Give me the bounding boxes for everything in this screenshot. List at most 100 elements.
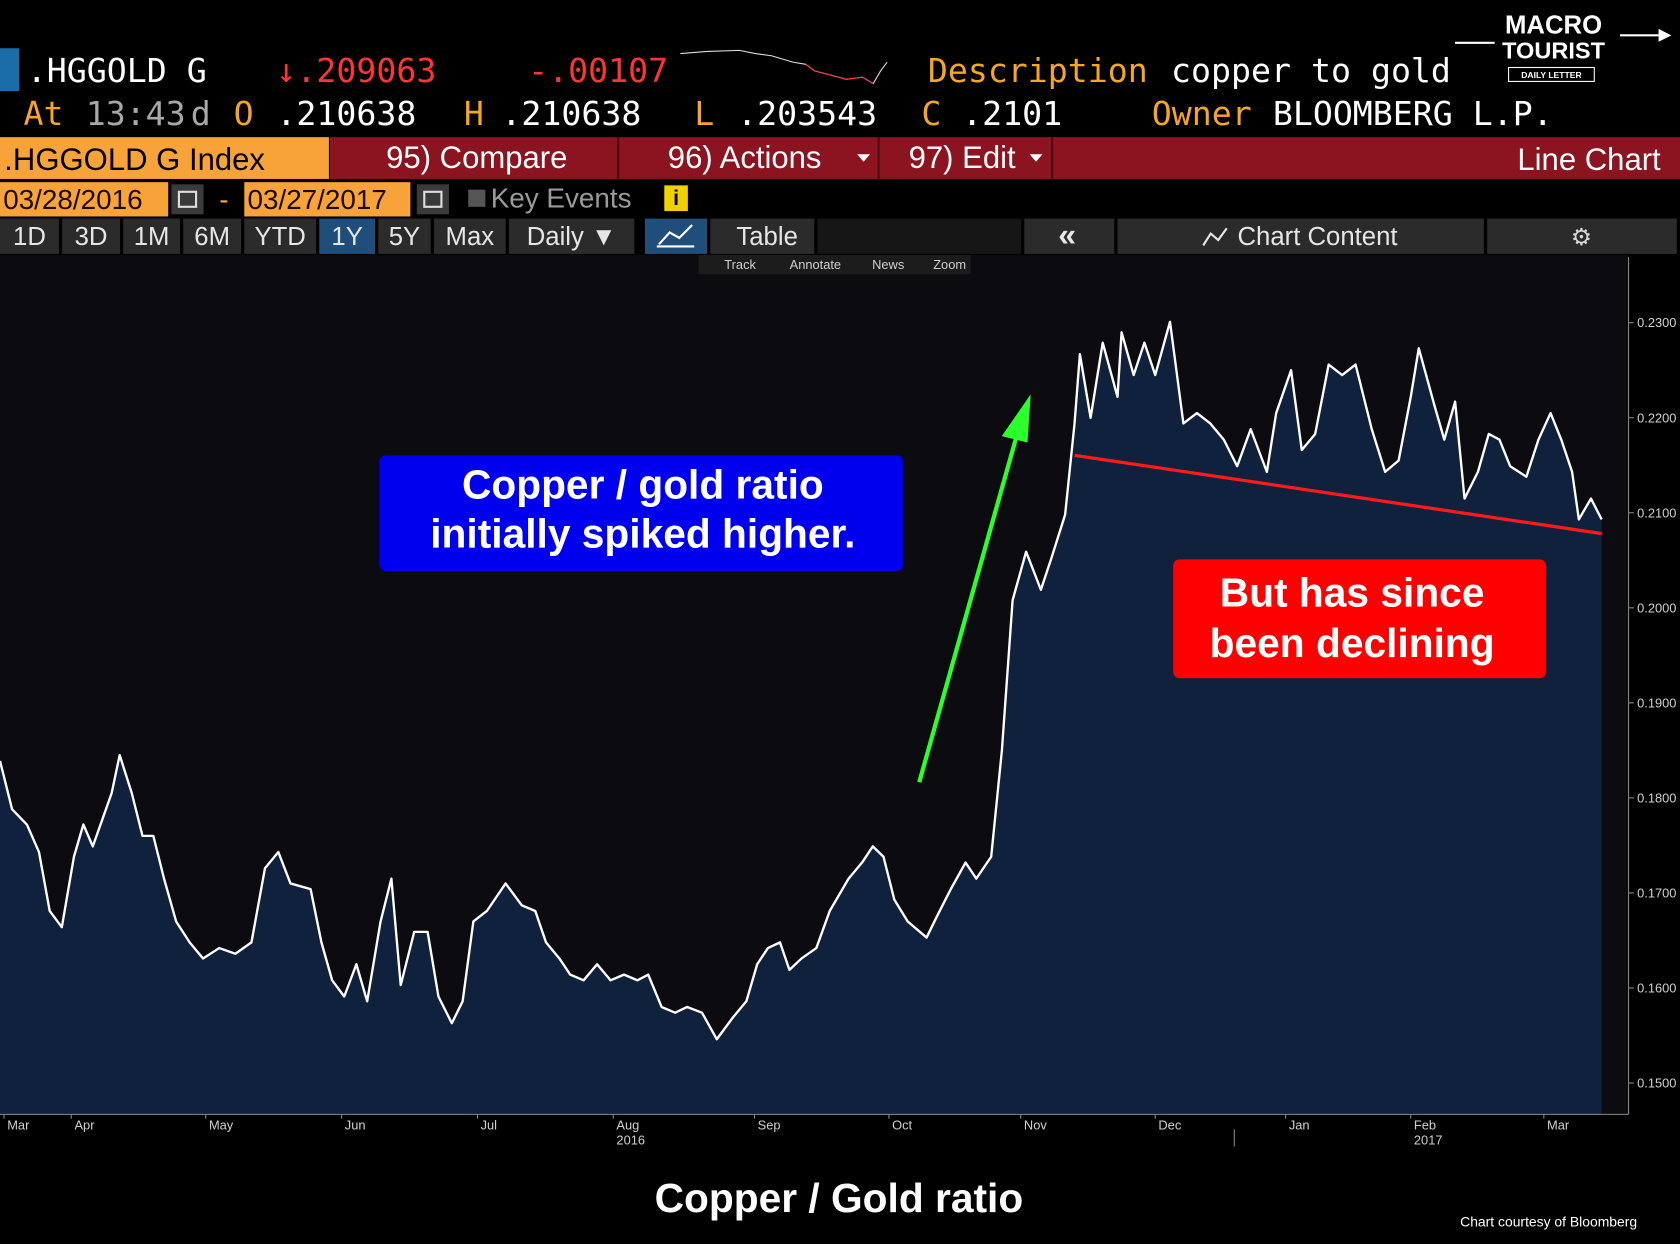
dropdown-arrow (1029, 154, 1043, 162)
high-label: H (464, 94, 484, 133)
tool-news[interactable]: News (872, 257, 904, 272)
tab-button[interactable] (183, 218, 242, 254)
time-suffix: d (191, 94, 211, 133)
annotation-text: But has since (1220, 570, 1485, 616)
source-note: Chart courtesy of Bloomberg (1460, 1213, 1637, 1229)
security-box[interactable] (0, 137, 329, 179)
tab-button[interactable] (244, 218, 317, 254)
tool-annotate[interactable]: Annotate (790, 257, 841, 272)
table-button[interactable] (710, 218, 815, 254)
low: .203543 (737, 94, 877, 133)
edit-button[interactable]: 97) Edit (909, 140, 1016, 175)
tab-label[interactable]: Daily ▼ (527, 223, 617, 251)
chart-title: Copper / Gold ratio (655, 1175, 1024, 1221)
tab-label[interactable]: 1Y (331, 223, 362, 251)
open: .210638 (276, 94, 416, 133)
actions-button[interactable]: 96) Actions (668, 140, 822, 175)
sparkline-down (805, 63, 874, 85)
y-tick-label: 0.2300 (1637, 315, 1676, 330)
calendar-icon[interactable] (416, 184, 449, 215)
calendar-glyph (177, 190, 198, 208)
tab-label[interactable]: YTD (254, 223, 305, 251)
trend-arrow (917, 438, 1018, 783)
dropdown-arrow (857, 154, 870, 162)
tab-button[interactable] (319, 218, 375, 254)
x-tick-label: Jan (1289, 1118, 1310, 1133)
tab-button[interactable] (62, 218, 120, 254)
x-year-label: 2016 (616, 1133, 645, 1148)
x-tick-label: Aug (616, 1118, 639, 1133)
x-tick-label: Sep (758, 1118, 781, 1133)
annotation-text: Copper / gold ratio (462, 461, 824, 507)
start-date[interactable]: 03/28/2016 (3, 184, 142, 215)
y-tick-label: 0.1800 (1637, 790, 1676, 805)
tab-label[interactable]: 5Y (389, 223, 420, 251)
line (0, 320, 1603, 1041)
tool-zoom[interactable]: Zoom (933, 257, 966, 272)
y-tick-label: 0.2200 (1637, 410, 1676, 425)
chart-content-button[interactable] (1117, 218, 1484, 254)
description: copper to gold (1171, 51, 1451, 90)
time: 13:43 (86, 94, 186, 133)
trend-line (1074, 453, 1603, 536)
close: .2101 (962, 94, 1062, 133)
chart-kind: Line Chart (1517, 142, 1661, 177)
x-tick-label: Nov (1024, 1118, 1047, 1133)
owner-label: Owner (1152, 94, 1252, 133)
tab-button[interactable] (0, 218, 59, 254)
info-icon[interactable] (664, 185, 688, 212)
last-price: ↓.209063 (276, 51, 436, 90)
description-label: Description (928, 51, 1148, 90)
y-tick-label: 0.1500 (1637, 1075, 1676, 1090)
chart-content-label[interactable]: Chart Content (1238, 223, 1398, 251)
settings-glyph[interactable]: ⚙ (1571, 224, 1592, 250)
x-tick-label: Oct (892, 1118, 912, 1133)
logo-text: MACRO (1505, 12, 1602, 40)
tab-button[interactable] (378, 218, 431, 254)
logo-text: TOURIST (1502, 37, 1606, 63)
logo-arrow-head (1658, 28, 1672, 42)
collapse-button[interactable] (1024, 218, 1115, 254)
calendar-glyph (423, 190, 443, 208)
x-tick-label: Apr (74, 1118, 95, 1133)
tab-label[interactable]: 3D (75, 223, 108, 251)
start-date-box[interactable] (0, 182, 169, 217)
owner: BLOOMBERG L.P. (1273, 94, 1553, 133)
tool-track[interactable]: Track (724, 257, 756, 272)
logo-text: DAILY LETTER (1521, 70, 1582, 80)
end-date-box[interactable] (244, 182, 411, 217)
x-tick-label: Jun (345, 1118, 366, 1133)
tab-label[interactable]: 1M (134, 223, 170, 251)
chart-view-glyph (658, 224, 693, 246)
collapse-glyph[interactable]: « (1058, 217, 1076, 253)
y-tick-label: 0.1900 (1637, 695, 1676, 710)
tab-button[interactable] (123, 218, 180, 254)
y-tick-label: 0.2100 (1637, 505, 1676, 520)
open-label: O (234, 94, 254, 133)
logo-badge (1508, 66, 1595, 82)
end-date[interactable]: 03/27/2017 (248, 184, 387, 215)
info-glyph[interactable]: i (673, 186, 679, 210)
tab-button[interactable] (508, 218, 635, 254)
compare-button[interactable]: 95) Compare (386, 140, 567, 175)
tab-label[interactable]: 6M (194, 223, 230, 251)
security-marker (0, 48, 20, 92)
annotation-box (379, 455, 904, 572)
tab-label[interactable]: Max (446, 223, 495, 251)
key-events[interactable]: Key Events (491, 183, 632, 214)
high: .210638 (501, 94, 641, 133)
y-tick-label: 0.1600 (1637, 980, 1676, 995)
security-name[interactable]: .HGGOLD G Index (4, 142, 265, 177)
x-tick-label: Feb (1414, 1118, 1436, 1133)
x-tick-label: Jul (481, 1118, 497, 1133)
chart-content-glyph (1202, 227, 1228, 246)
price-change: -.00107 (528, 51, 668, 90)
date-separator: - (219, 184, 228, 215)
checkbox[interactable] (468, 189, 486, 207)
tab-button[interactable] (433, 218, 506, 254)
table-label[interactable]: Table (736, 223, 797, 251)
menu-bar (330, 137, 1680, 179)
calendar-icon[interactable] (171, 184, 204, 215)
settings-button[interactable] (1487, 218, 1677, 254)
tab-label[interactable]: 1D (13, 223, 46, 251)
